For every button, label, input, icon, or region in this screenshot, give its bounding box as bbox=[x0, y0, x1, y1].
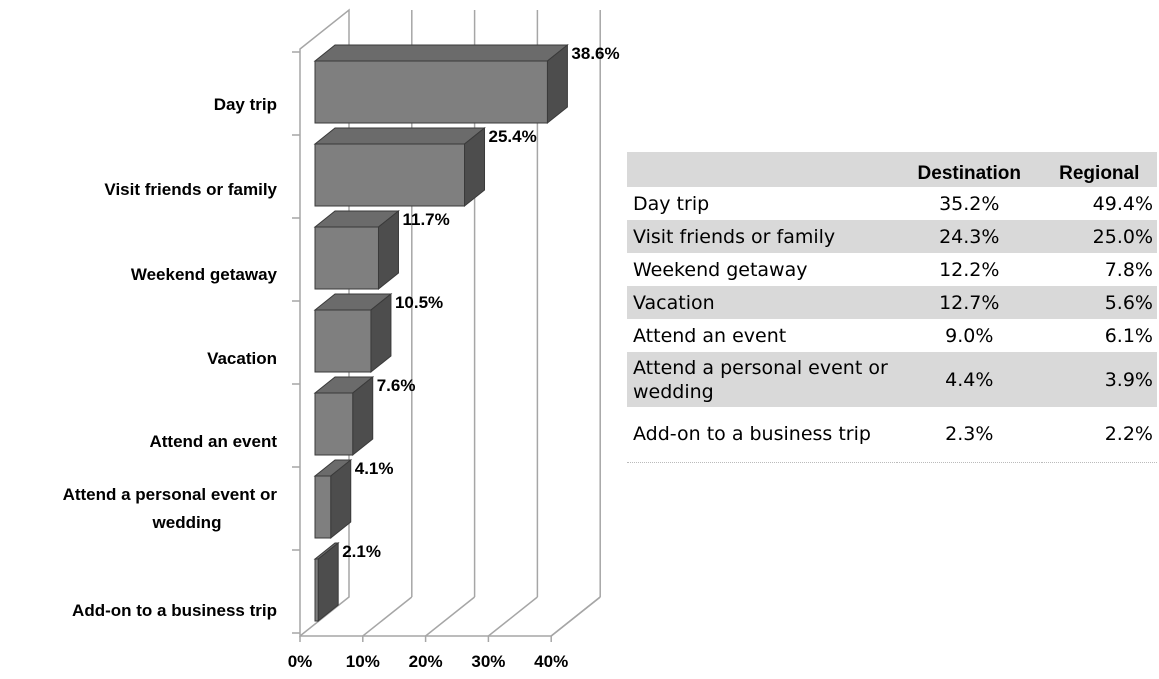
floor-gridline bbox=[425, 596, 476, 637]
floor-gridline bbox=[487, 596, 538, 637]
table-header-row: Destination Regional bbox=[627, 152, 1157, 187]
category-label: Attend an event bbox=[149, 432, 277, 451]
x-tick-label: 10% bbox=[346, 652, 380, 671]
table-row: Weekend getaway 12.2% 7.8% bbox=[627, 253, 1157, 286]
table-row: Day trip 35.2% 49.4% bbox=[627, 187, 1157, 220]
table-cell-destination: 2.3% bbox=[897, 407, 1042, 463]
category-label: Visit friends or family bbox=[104, 180, 277, 199]
table-cell-regional: 6.1% bbox=[1104, 324, 1153, 347]
table-cell-regional: 25.0% bbox=[1041, 220, 1157, 253]
table-cell-destination: 4.4% bbox=[897, 352, 1042, 407]
table-cell-regional: 7.8% bbox=[1104, 258, 1153, 281]
table-cell-label: Add-on to a business trip bbox=[627, 407, 897, 463]
x-tick-label: 30% bbox=[471, 652, 505, 671]
table-header-category bbox=[627, 152, 897, 187]
value-label: 4.1% bbox=[355, 459, 394, 478]
table-cell-regional: 3.9% bbox=[1041, 352, 1157, 407]
chart-value-labels: 38.6% 25.4% 11.7% 10.5% 7.6% 4.1% 2.1% bbox=[342, 44, 619, 561]
x-tick-label: 20% bbox=[409, 652, 443, 671]
table-cell-label: Attend an event bbox=[633, 324, 787, 347]
value-label: 10.5% bbox=[395, 293, 443, 312]
x-tick-label: 0% bbox=[288, 652, 313, 671]
table-row: Attend a personal event or wedding 4.4% … bbox=[627, 352, 1157, 407]
table-cell-destination: 35.2% bbox=[939, 192, 1000, 215]
x-tick-label: 40% bbox=[534, 652, 568, 671]
value-label: 38.6% bbox=[571, 44, 619, 63]
table-cell-regional: 5.6% bbox=[1041, 286, 1157, 319]
category-label: Add-on to a business trip bbox=[72, 601, 277, 620]
bar bbox=[313, 541, 340, 623]
bar-chart: 38.6% 25.4% 11.7% 10.5% 7.6% 4.1% 2.1% Day tri… bbox=[63, 8, 620, 671]
chart-axis-ticks bbox=[292, 51, 552, 642]
table-header-destination: Destination bbox=[897, 152, 1042, 187]
chart-bars bbox=[313, 43, 569, 623]
category-label: Day trip bbox=[214, 95, 277, 114]
bar bbox=[313, 375, 375, 457]
value-label: 2.1% bbox=[342, 542, 381, 561]
table-cell-label: Vacation bbox=[627, 286, 897, 319]
floor-gridline bbox=[550, 596, 601, 637]
table-cell-regional: 2.2% bbox=[1041, 407, 1157, 463]
bar bbox=[313, 458, 353, 540]
value-label: 7.6% bbox=[377, 376, 416, 395]
table-cell-destination: 12.2% bbox=[939, 258, 1000, 281]
table-cell-label: Day trip bbox=[633, 192, 710, 215]
table-cell-label: Weekend getaway bbox=[633, 258, 808, 281]
table-cell-label: Attend a personal event or wedding bbox=[627, 352, 897, 407]
bar bbox=[313, 43, 569, 125]
table-row: Visit friends or family 24.3% 25.0% bbox=[627, 220, 1157, 253]
category-label: Attend a personal event or wedding bbox=[63, 485, 278, 532]
table-header-regional: Regional bbox=[1041, 152, 1157, 187]
table-cell-destination: 9.0% bbox=[945, 324, 994, 347]
bar bbox=[313, 292, 393, 374]
table-cell-destination: 24.3% bbox=[897, 220, 1042, 253]
bar bbox=[313, 126, 486, 208]
table-row: Attend an event 9.0% 6.1% bbox=[627, 319, 1157, 352]
table-cell-destination: 12.7% bbox=[897, 286, 1042, 319]
table-cell-label: Visit friends or family bbox=[627, 220, 897, 253]
category-label: Vacation bbox=[207, 349, 277, 368]
table-row: Add-on to a business trip 2.3% 2.2% bbox=[627, 407, 1157, 463]
value-label: 11.7% bbox=[402, 210, 449, 229]
category-label: Weekend getaway bbox=[131, 265, 278, 284]
table-row: Vacation 12.7% 5.6% bbox=[627, 286, 1157, 319]
floor-gridline bbox=[362, 596, 413, 637]
chart-x-tick-labels: 0% 10% 20% 30% 40% bbox=[288, 652, 569, 671]
comparison-table: Destination Regional Day trip 35.2% 49.4… bbox=[627, 152, 1157, 463]
table-cell-regional: 49.4% bbox=[1092, 192, 1153, 215]
value-label: 25.4% bbox=[489, 127, 537, 146]
bar bbox=[313, 209, 400, 291]
chart-category-labels: Day trip Visit friends or family Weekend g… bbox=[63, 95, 278, 620]
